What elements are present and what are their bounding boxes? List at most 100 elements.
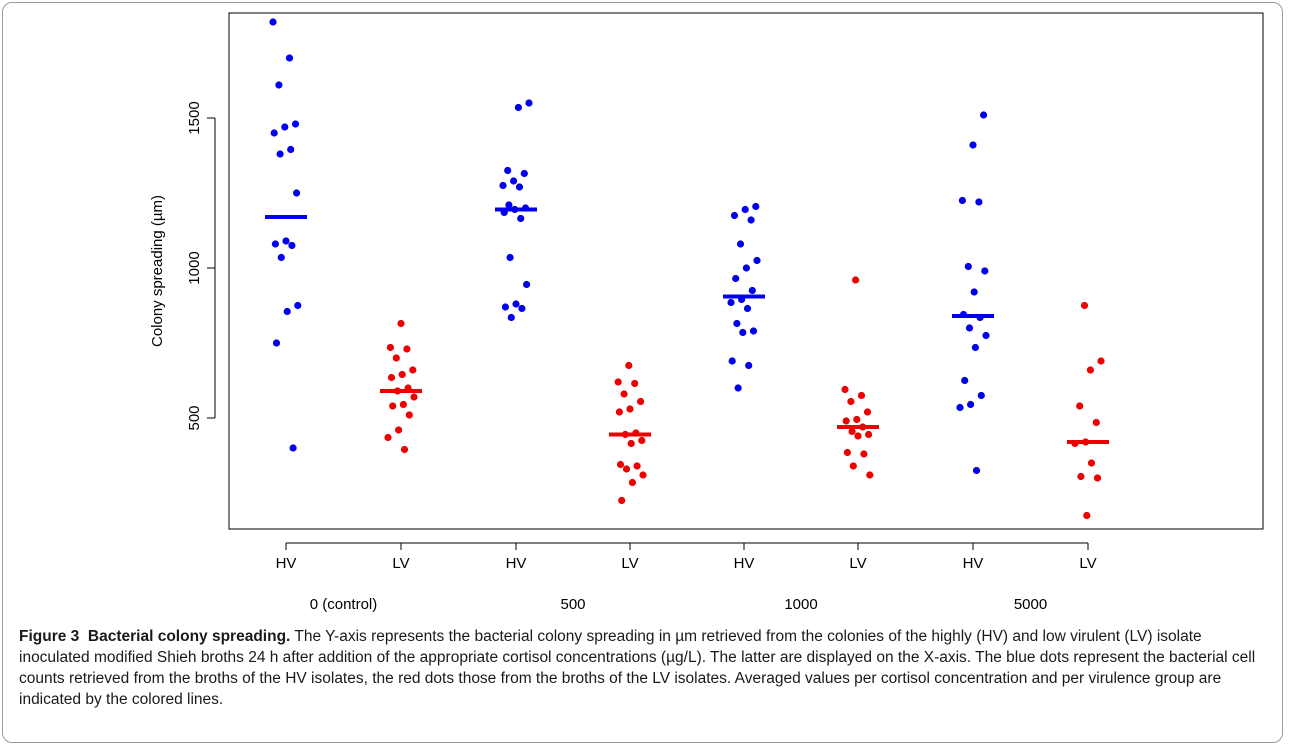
- data-point: [518, 304, 526, 313]
- caption-label: Figure 3: [19, 628, 80, 645]
- data-point: [520, 169, 528, 178]
- data-point: [403, 345, 411, 353]
- data-point: [289, 444, 297, 452]
- data-point: [1097, 357, 1105, 365]
- data-point: [272, 339, 281, 347]
- data-point: [637, 397, 645, 406]
- data-point: [399, 400, 407, 409]
- data-point: [615, 408, 624, 416]
- data-point: [293, 189, 301, 197]
- chart: 500 1000 1500 HV LV HV LV HV LV HV LV 0 (control) 5…: [149, 12, 1264, 613]
- data-point: [1080, 301, 1089, 310]
- data-point: [625, 361, 633, 370]
- data-point: [270, 129, 278, 137]
- data-point: [269, 18, 277, 26]
- data-point: [736, 240, 745, 248]
- data-point: [616, 460, 625, 469]
- data-point: [620, 390, 628, 398]
- data-point: [507, 313, 515, 322]
- data-point: [842, 417, 850, 425]
- group-label: 0 (control): [310, 596, 378, 613]
- data-point: [1092, 418, 1100, 427]
- data-point: [499, 181, 507, 190]
- data-point: [849, 462, 857, 470]
- data-point: [734, 384, 742, 392]
- data-point: [964, 262, 972, 271]
- data-point: [622, 465, 631, 473]
- data-point: [1083, 511, 1091, 520]
- data-point: [733, 319, 741, 328]
- data-point: [865, 430, 873, 439]
- figure-caption: Figure 3 Bacterial colony spreading. The…: [19, 626, 1269, 710]
- data-point: [982, 331, 990, 340]
- data-point: [1076, 402, 1084, 410]
- data-point: [970, 288, 978, 296]
- data-point: [389, 402, 397, 410]
- data-point: [288, 241, 296, 250]
- x-tick-label: LV: [621, 555, 638, 572]
- x-tick-label: LV: [849, 555, 866, 572]
- data-point: [727, 298, 735, 307]
- group-label: 1000: [784, 596, 817, 613]
- data-point: [853, 415, 861, 424]
- data-point: [282, 237, 290, 245]
- data-point: [626, 405, 634, 413]
- data-point: [972, 466, 981, 475]
- data-point: [975, 198, 983, 206]
- data-point: [397, 319, 405, 328]
- data-point: [971, 343, 980, 352]
- data-point: [386, 343, 394, 352]
- data-point: [956, 403, 964, 412]
- data-point: [958, 196, 967, 205]
- data-point: [409, 366, 417, 374]
- caption-title: Bacterial colony spreading.: [87, 628, 291, 645]
- data-point: [854, 432, 862, 440]
- data-point: [285, 54, 294, 62]
- data-point: [1093, 474, 1102, 482]
- data-point: [977, 391, 985, 400]
- data-point: [638, 436, 646, 445]
- data-point: [742, 264, 751, 272]
- data-point: [410, 393, 418, 401]
- data-point: [504, 166, 512, 175]
- data-point: [969, 141, 977, 149]
- data-point: [866, 471, 874, 479]
- data-point: [395, 426, 403, 434]
- data-point: [517, 214, 525, 223]
- data-point: [512, 300, 520, 308]
- data-point: [633, 462, 641, 470]
- data-point: [860, 450, 868, 458]
- data-point: [980, 111, 988, 119]
- data-point: [387, 373, 396, 382]
- data-point: [505, 201, 513, 209]
- x-tick-label: HV: [506, 555, 527, 572]
- data-point: [852, 276, 860, 284]
- data-point: [730, 211, 739, 220]
- data-point: [1077, 472, 1085, 481]
- data-point: [275, 81, 283, 89]
- data-point: [631, 379, 639, 388]
- data-point: [405, 411, 413, 419]
- x-tick-label: HV: [963, 555, 984, 572]
- data-point: [965, 324, 974, 332]
- data-point: [743, 304, 752, 313]
- data-point: [384, 433, 392, 442]
- data-point: [291, 120, 300, 128]
- data-point: [287, 145, 295, 154]
- data-point: [506, 253, 514, 262]
- data-point: [618, 496, 626, 505]
- y-tick-label: 1500: [186, 101, 203, 134]
- data-point: [501, 303, 509, 311]
- data-point: [294, 301, 302, 310]
- x-axis: HV LV HV LV HV LV HV LV 0 (control) 500 1000 5000: [276, 542, 1097, 613]
- caption-text: The Y-axis represents the bacterial colo…: [19, 628, 1256, 708]
- data-point: [281, 123, 289, 131]
- mean-lines: [265, 207, 1109, 444]
- data-point: [271, 240, 279, 248]
- data-point: [981, 267, 989, 275]
- data-point: [745, 361, 753, 370]
- data-point: [747, 216, 755, 224]
- plot-area: [228, 12, 1264, 530]
- data-point: [841, 385, 849, 394]
